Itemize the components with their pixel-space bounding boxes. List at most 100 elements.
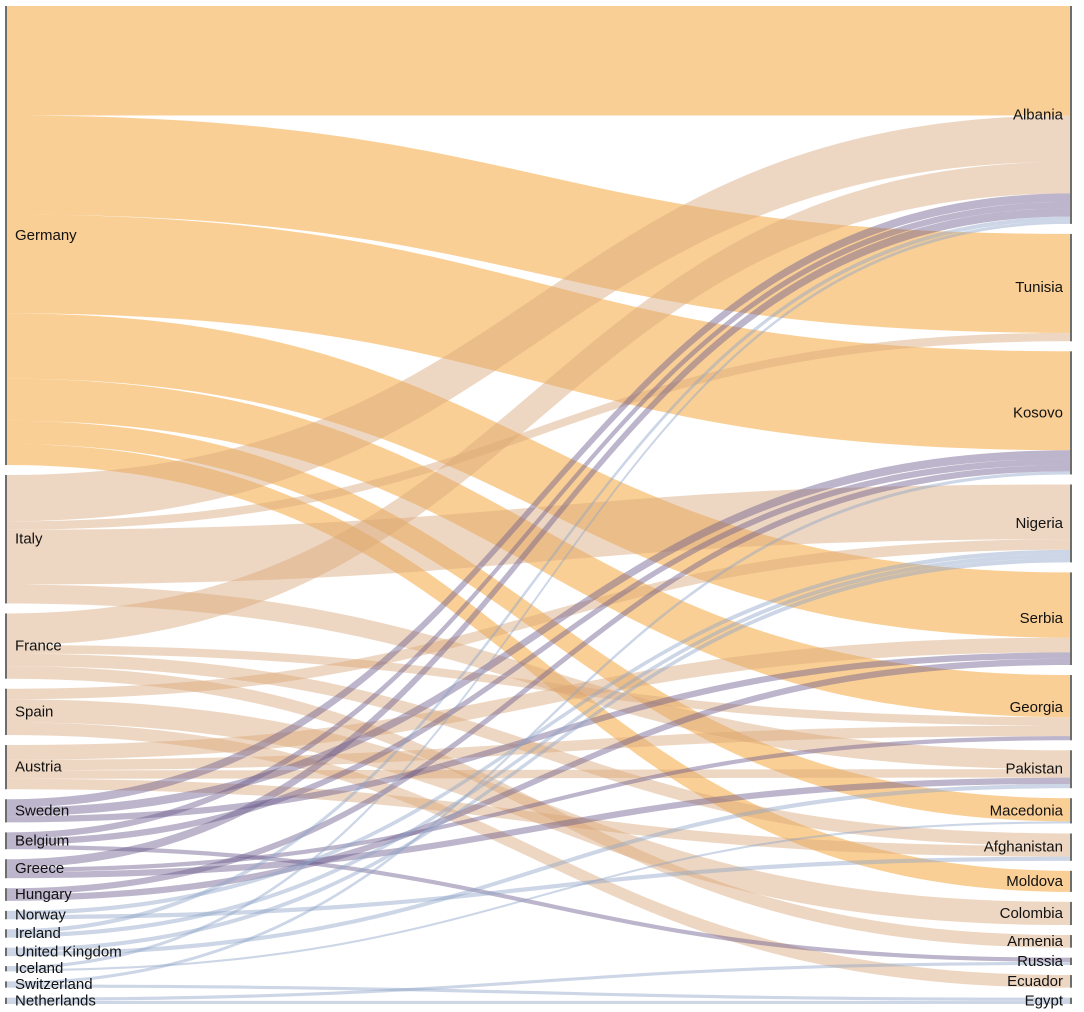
link-spain-colombia[interactable] (7, 699, 1070, 926)
source-node-iceland[interactable] (5, 966, 7, 972)
source-label-iceland: Iceland (15, 960, 63, 977)
link-france-armenia[interactable] (7, 666, 1070, 948)
source-label-belgium: Belgium (15, 832, 69, 849)
link-austria-georgia[interactable] (7, 725, 1070, 771)
link-italy-nigeria[interactable] (7, 484, 1070, 585)
link-belgium-russia[interactable] (7, 845, 1070, 962)
link-iceland-albania[interactable] (7, 220, 1070, 970)
link-sweden-serbia[interactable] (7, 652, 1070, 823)
link-spain-nigeria[interactable] (7, 539, 1070, 700)
target-node-armenia[interactable] (1070, 935, 1072, 948)
target-node-tunisia[interactable] (1070, 233, 1072, 342)
source-node-netherlands[interactable] (5, 997, 7, 1004)
link-united-kingdom-pakistan[interactable] (7, 783, 1070, 957)
target-node-ecuador[interactable] (1070, 975, 1072, 988)
target-node-albania[interactable] (1070, 6, 1072, 224)
link-sweden-kosovo[interactable] (7, 450, 1070, 817)
source-node-switzerland[interactable] (5, 981, 7, 988)
source-node-greece[interactable] (5, 859, 7, 879)
target-label-macedonia: Macedonia (990, 802, 1064, 819)
link-sweden-albania[interactable] (7, 193, 1070, 808)
link-spain-ecuador[interactable] (7, 722, 1070, 988)
source-label-france: France (15, 638, 62, 655)
target-node-kosovo[interactable] (1070, 351, 1072, 475)
target-node-colombia[interactable] (1070, 901, 1072, 926)
source-node-united-kingdom[interactable] (5, 947, 7, 957)
source-node-norway[interactable] (5, 910, 7, 920)
target-label-moldova: Moldova (1006, 873, 1063, 890)
target-label-egypt: Egypt (1025, 992, 1064, 1009)
link-ireland-albania[interactable] (7, 216, 1070, 934)
link-italy-pakistan[interactable] (7, 584, 1070, 770)
link-iceland-macedonia[interactable] (7, 821, 1070, 972)
target-label-tunisia: Tunisia (1015, 279, 1063, 296)
source-label-sweden: Sweden (15, 802, 69, 819)
link-france-georgia[interactable] (7, 645, 1070, 726)
link-austria-pakistan[interactable] (7, 769, 1070, 779)
link-germany-kosovo[interactable] (7, 214, 1070, 451)
link-ireland-nigeria[interactable] (7, 553, 1070, 938)
target-label-georgia: Georgia (1010, 699, 1064, 716)
target-node-pakistan[interactable] (1070, 750, 1072, 789)
source-label-switzerland: Switzerland (15, 976, 93, 993)
link-switzerland-egypt[interactable] (7, 984, 1070, 1001)
link-italy-tunisia[interactable] (7, 332, 1070, 530)
link-greece-georgia[interactable] (7, 736, 1070, 872)
source-label-greece: Greece (15, 860, 64, 877)
link-hungary-kosovo[interactable] (7, 465, 1070, 895)
link-germany-albania[interactable] (7, 6, 1070, 116)
target-nodes: Albania Tunisia Kosovo Nigeria Serbia Georgia… (984, 6, 1072, 1009)
link-greece-albania[interactable] (7, 208, 1070, 868)
source-node-hungary[interactable] (5, 888, 7, 901)
link-norway-nigeria[interactable] (7, 549, 1070, 916)
link-united-kingdom-nigeria[interactable] (7, 558, 1070, 952)
target-node-afghanistan[interactable] (1070, 833, 1072, 861)
link-hungary-serbia[interactable] (7, 658, 1070, 901)
source-node-sweden[interactable] (5, 799, 7, 823)
link-italy-albania[interactable] (7, 115, 1070, 522)
link-france-afghanistan[interactable] (7, 653, 1070, 847)
link-france-albania[interactable] (7, 161, 1070, 646)
source-label-italy: Italy (15, 531, 43, 548)
source-node-belgium[interactable] (5, 832, 7, 850)
target-label-colombia: Colombia (1000, 905, 1064, 922)
link-netherlands-egypt[interactable] (7, 1000, 1070, 1004)
link-austria-serbia[interactable] (7, 637, 1070, 760)
link-germany-serbia[interactable] (7, 313, 1070, 638)
link-germany-moldova[interactable] (7, 443, 1070, 892)
source-label-spain: Spain (15, 703, 53, 720)
flow-links (7, 6, 1070, 1004)
link-netherlands-russia[interactable] (7, 961, 1070, 1001)
link-greece-pakistan[interactable] (7, 777, 1070, 879)
target-label-pakistan: Pakistan (1005, 761, 1063, 778)
link-austria-afghanistan[interactable] (7, 778, 1070, 857)
source-label-austria: Austria (15, 759, 62, 776)
target-node-georgia[interactable] (1070, 675, 1072, 741)
source-label-netherlands: Netherlands (15, 992, 96, 1009)
target-node-moldova[interactable] (1070, 870, 1072, 892)
target-node-egypt[interactable] (1070, 997, 1072, 1004)
link-belgium-kosovo[interactable] (7, 458, 1070, 846)
target-label-serbia: Serbia (1020, 610, 1064, 627)
source-node-france[interactable] (5, 613, 7, 679)
source-node-germany[interactable] (5, 6, 7, 466)
source-node-ireland[interactable] (5, 929, 7, 938)
target-label-ecuador: Ecuador (1007, 973, 1063, 990)
link-norway-afghanistan[interactable] (7, 856, 1070, 920)
source-label-hungary: Hungary (15, 886, 72, 903)
link-belgium-albania[interactable] (7, 201, 1070, 839)
source-node-italy[interactable] (5, 475, 7, 604)
target-label-nigeria: Nigeria (1015, 515, 1063, 532)
source-nodes: Germany Italy France Spain Austria Sweden Belg… (5, 6, 122, 1009)
target-node-nigeria[interactable] (1070, 484, 1072, 563)
source-node-austria[interactable] (5, 745, 7, 790)
link-germany-georgia[interactable] (7, 378, 1070, 718)
target-node-serbia[interactable] (1070, 572, 1072, 666)
link-switzerland-kosovo[interactable] (7, 471, 1070, 985)
source-label-ireland: Ireland (15, 925, 61, 942)
link-germany-macedonia[interactable] (7, 420, 1070, 822)
target-node-macedonia[interactable] (1070, 798, 1072, 824)
source-node-spain[interactable] (5, 688, 7, 736)
target-node-russia[interactable] (1070, 957, 1072, 966)
link-germany-tunisia[interactable] (7, 115, 1070, 333)
